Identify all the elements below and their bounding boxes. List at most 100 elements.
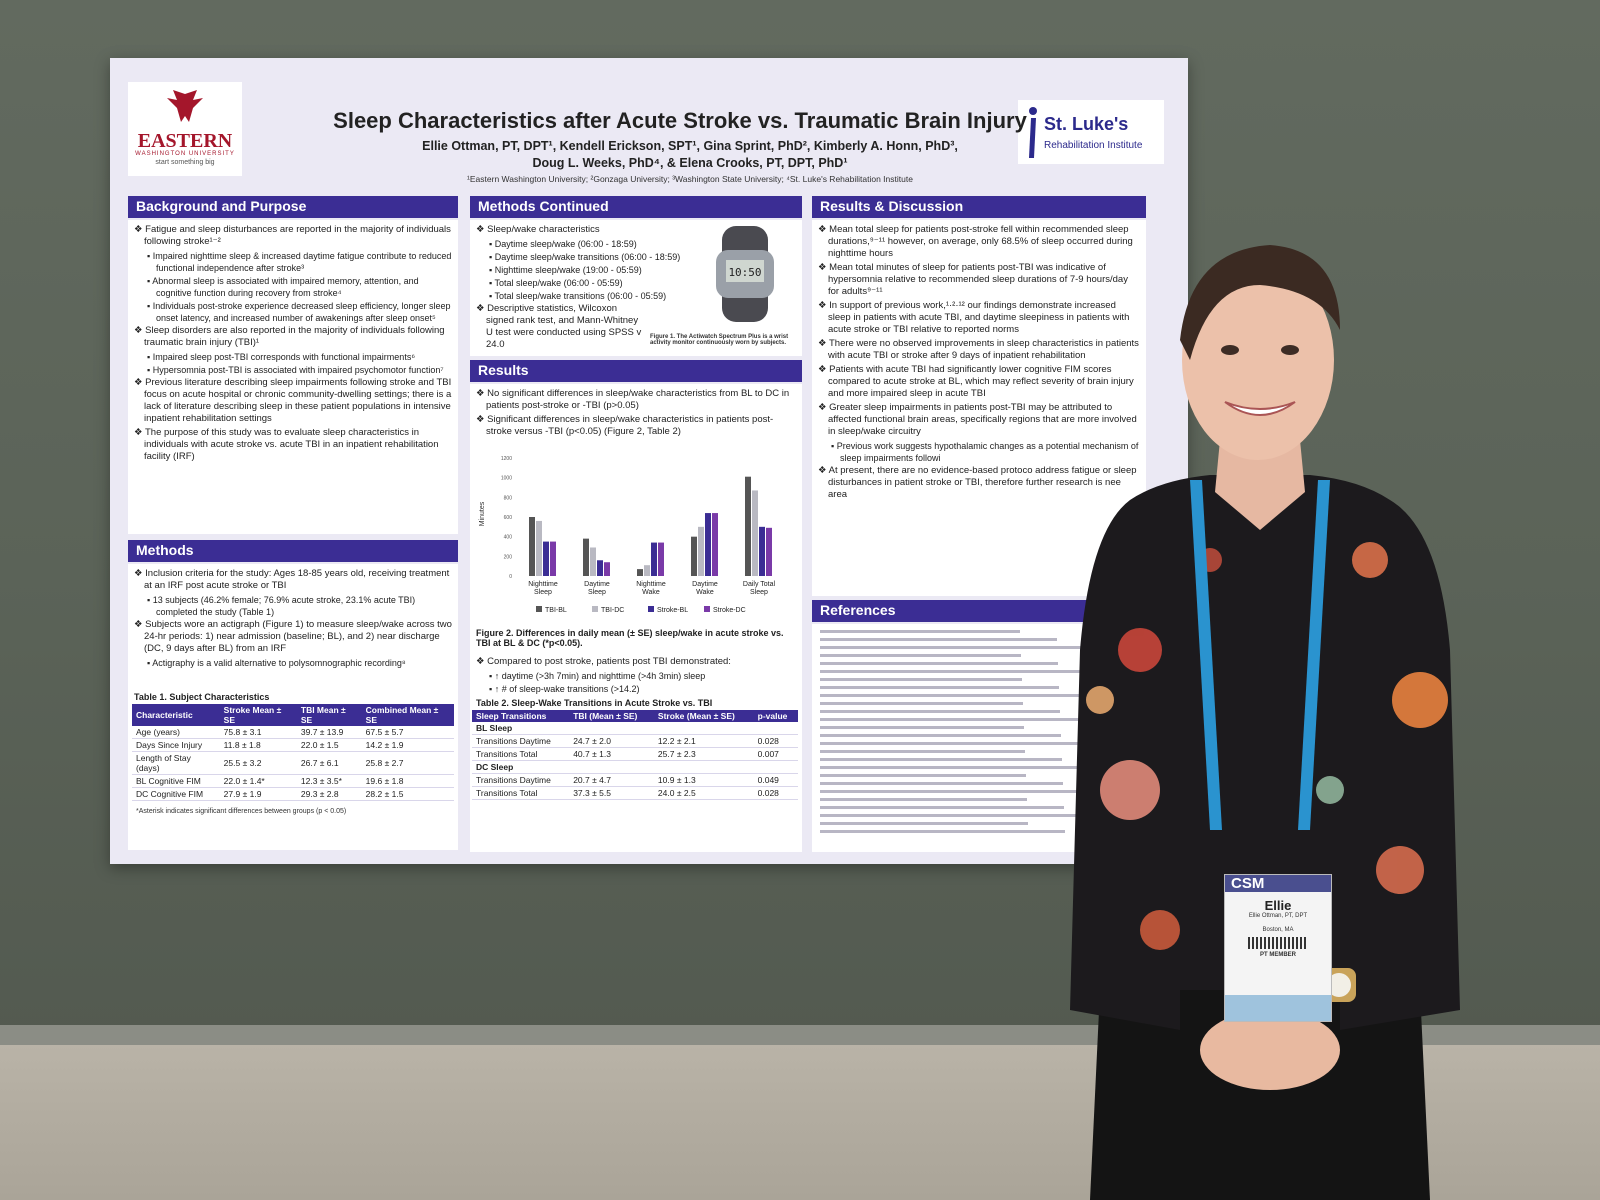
badge-event: CSM	[1225, 875, 1331, 892]
tick-label: 0	[509, 574, 512, 580]
list-item: ❖ At present, there are no evidence-base…	[818, 465, 1137, 500]
table-cell: 0.028	[753, 734, 798, 748]
reference-line	[820, 718, 1097, 721]
badge-sub: Ellie Ottman, PT, DPT	[1248, 913, 1308, 919]
list-item: ❖ Greater sleep impairments in patients …	[818, 402, 1137, 437]
category-label: Daytime Wake	[692, 581, 718, 596]
bar	[604, 562, 610, 576]
table-row: BL Cognitive FIM 22.0 ± 1.4* 12.3 ± 3.5* 19…	[132, 774, 454, 788]
bar	[637, 569, 643, 576]
category-label: Nighttime Wake	[636, 581, 666, 596]
table-cell: 39.7 ± 13.9	[296, 726, 362, 739]
figure1-caption: Figure 1. The Actiwatch Spectrum Plus is…	[650, 334, 789, 346]
poster-affiliations: ¹Eastern Washington University; ²Gonzaga…	[467, 174, 913, 184]
poster-authors: Ellie Ottman, PT, DPT¹, Kendell Erickson…	[310, 138, 1070, 172]
reference-line	[820, 814, 1101, 817]
table-header: TBI (Mean ± SE)	[569, 710, 654, 722]
ewu-logo-tag: start something big	[155, 159, 215, 166]
table2-title: Table 2. Sleep-Wake Transitions in Acute…	[476, 698, 713, 708]
table-header: Stroke Mean ± SE	[219, 704, 297, 726]
table-group-row: BL Sleep	[472, 722, 798, 735]
table-cell: 11.8 ± 1.8	[219, 738, 297, 752]
table-header: TBI Mean ± SE	[296, 704, 362, 726]
tick-label: 600	[504, 515, 513, 521]
table-row: DC Cognitive FIM 27.9 ± 1.9 29.3 ± 2.8 28.2…	[132, 787, 454, 801]
table-group-label: BL Sleep	[472, 722, 798, 735]
bar	[658, 542, 664, 576]
table1-note: *Asterisk indicates significant differen…	[136, 808, 347, 815]
category-label: Daily Total Sleep	[743, 581, 776, 596]
list-item: ❖ The purpose of this study was to evalu…	[134, 427, 439, 462]
tick-label: 1000	[501, 476, 512, 482]
st-lukes-sub: Rehabilitation Institute	[1044, 140, 1143, 151]
list-item: ❖ Compared to post stroke, patients post…	[476, 656, 731, 667]
list-item: ▪ Total sleep/wake (06:00 - 05:59)	[489, 278, 623, 288]
reference-line	[820, 742, 1098, 745]
reference-line	[820, 766, 1099, 769]
reference-line	[820, 686, 1059, 689]
table-cell: Length of Stay (days)	[132, 751, 220, 775]
table2: Sleep Transitions TBI (Mean ± SE) Stroke (…	[472, 710, 798, 800]
reference-line	[820, 726, 1024, 729]
list-item: ❖ In support of previous work,¹·²·¹² our…	[818, 300, 1130, 335]
reference-line	[820, 806, 1064, 809]
table-cell: 24.0 ± 2.5	[653, 786, 754, 800]
table-cell: 24.7 ± 2.0	[569, 734, 654, 748]
legend-label: Stroke-BL	[657, 607, 688, 614]
bar	[550, 541, 556, 576]
table-cell: 12.3 ± 3.5*	[296, 774, 362, 788]
list-item: ❖ There were no observed improvements in…	[818, 338, 1139, 361]
reference-line	[820, 638, 1057, 641]
bar	[745, 476, 751, 576]
table-cell: Age (years)	[132, 726, 220, 739]
legend-swatch	[648, 606, 654, 612]
table-cell: Transitions Daytime	[472, 773, 570, 787]
list-item: ▪ Actigraphy is a valid alternative to p…	[147, 658, 406, 668]
figure2-chart: Minutes 1200 1000 800 600 400 200 0 Nighttime Sl…	[479, 456, 776, 614]
list-item: ❖ Mean total minutes of sleep for patien…	[818, 262, 1128, 297]
badge-member: PT MEMBER	[1260, 952, 1296, 958]
reference-line	[820, 822, 1028, 825]
poster-title: Sleep Characteristics after Acute Stroke…	[333, 108, 1027, 133]
bar	[590, 547, 596, 576]
table-row: Transitions Total 40.7 ± 1.3 25.7 ± 2.3 0.0…	[472, 747, 798, 761]
results-list: ❖ No significant differences in sleep/wa…	[476, 388, 796, 440]
table-cell: 22.0 ± 1.5	[296, 738, 362, 752]
name-badge: CSM Ellie Ellie Ottman, PT, DPT Boston, …	[1224, 874, 1332, 1022]
bar	[597, 560, 603, 576]
st-lukes-name: St. Luke's	[1044, 114, 1129, 134]
table-cell: 29.3 ± 2.8	[296, 787, 362, 801]
table-cell: 0.007	[753, 747, 798, 761]
list-item: ❖ Patients with acute TBI had significan…	[818, 364, 1134, 399]
bar	[759, 526, 765, 576]
table-cell: 0.049	[753, 773, 798, 787]
table-cell: 22.0 ± 1.4*	[219, 774, 297, 788]
authors-line-2: Doug L. Weeks, PhD⁴, & Elena Crooks, PT,…	[532, 156, 848, 170]
tick-label: 800	[504, 495, 513, 501]
actiwatch-icon: 10:50	[716, 226, 774, 322]
table-cell: 28.2 ± 1.5	[361, 787, 454, 801]
list-item: ▪ ↑ # of sleep-wake transitions (>14.2)	[489, 684, 640, 694]
legend-label: TBI-DC	[601, 607, 624, 614]
table-group-row: DC Sleep	[472, 760, 798, 774]
list-item: ❖ Inclusion criteria for the study: Ages…	[134, 568, 450, 591]
background-list: ❖ Fatigue and sleep disturbances are rep…	[134, 224, 452, 465]
bar	[543, 541, 549, 576]
list-item: ❖ Sleep disorders are also reported in t…	[134, 325, 445, 348]
list-item: ❖ No significant differences in sleep/wa…	[476, 388, 790, 411]
background-panel	[128, 220, 458, 534]
table-cell: 19.6 ± 1.8	[361, 774, 454, 788]
compare-list: ❖ Compared to post stroke, patients post…	[476, 656, 796, 696]
table1: Characteristic Stroke Mean ± SE TBI Mean ±…	[132, 704, 454, 801]
table-cell: 20.7 ± 4.7	[569, 773, 654, 787]
table-cell: 25.7 ± 2.3	[653, 747, 754, 761]
references-heading: References	[812, 600, 1146, 622]
presenter-person	[1070, 245, 1460, 1200]
reference-line	[820, 798, 1027, 801]
table-cell: Days Since Injury	[132, 738, 220, 752]
figure2-caption: Figure 2. Differences in daily mean (± S…	[476, 628, 784, 648]
reference-line	[820, 662, 1058, 665]
bar	[691, 536, 697, 576]
methods-continued-list: ❖ Sleep/wake characteristics ▪ Daytime s…	[476, 224, 706, 353]
list-item: ▪ Nighttime sleep/wake (19:00 - 05:59)	[489, 265, 642, 275]
